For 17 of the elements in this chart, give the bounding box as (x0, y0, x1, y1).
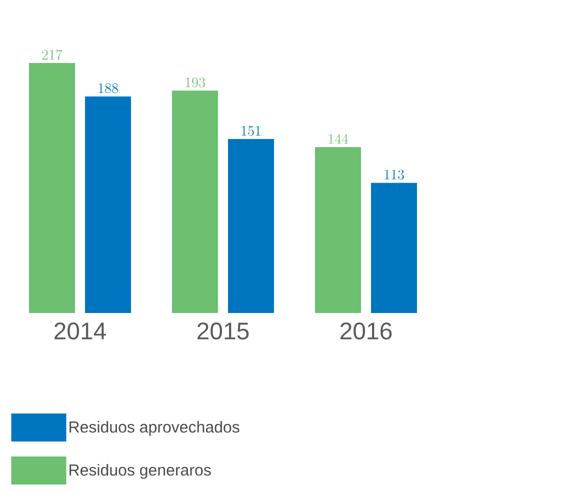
data-label: 144 (328, 134, 348, 144)
bar (371, 182, 418, 313)
x-tick-label: 2014 (54, 322, 106, 340)
legend-label: Residuos aprovechados (70, 420, 240, 436)
data-label: 188 (98, 83, 118, 94)
legend-label: Residuos generaros (70, 464, 211, 479)
data-label: 193 (186, 78, 205, 88)
bar (29, 63, 75, 313)
x-tick-label: 2015 (198, 322, 249, 340)
data-label: 217 (42, 50, 62, 60)
bar (85, 96, 131, 313)
bar (172, 90, 218, 313)
x-tick-label: 2016 (340, 322, 392, 340)
data-label: 113 (384, 170, 404, 180)
bar (315, 147, 361, 313)
data-label: 151 (242, 126, 260, 136)
bar (228, 139, 274, 313)
